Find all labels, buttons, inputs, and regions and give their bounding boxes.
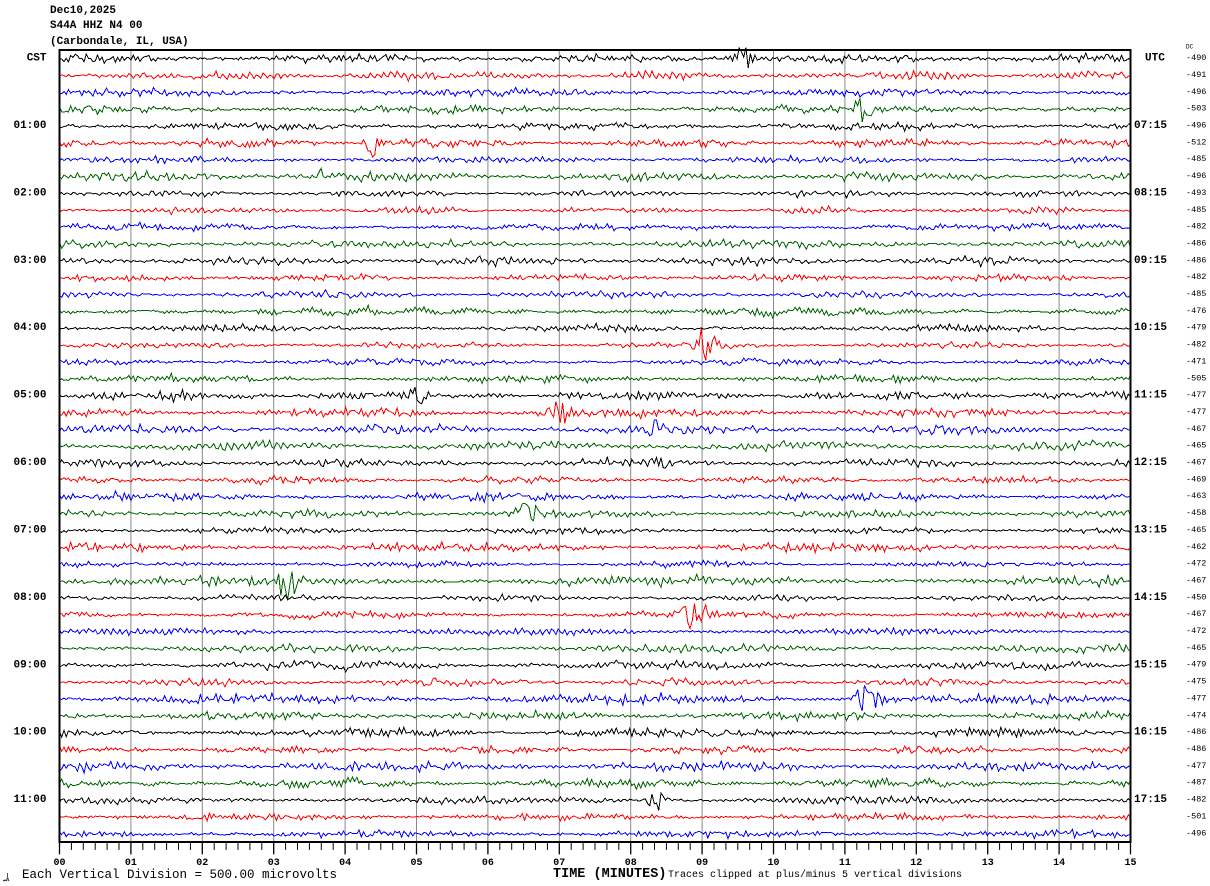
svg-text:07:00: 07:00 [13, 524, 46, 536]
svg-text:-479: -479 [1186, 323, 1206, 333]
svg-text:-482: -482 [1186, 340, 1206, 350]
svg-text:-496: -496 [1186, 87, 1206, 97]
svg-text:-467: -467 [1186, 576, 1206, 586]
svg-text:-477: -477 [1186, 407, 1206, 417]
svg-text:-463: -463 [1186, 491, 1206, 501]
svg-text:16:15: 16:15 [1134, 727, 1167, 739]
svg-text:07:15: 07:15 [1134, 120, 1167, 132]
svg-text:-486: -486 [1186, 255, 1206, 265]
svg-text:-475: -475 [1186, 677, 1206, 687]
svg-text:-505: -505 [1186, 373, 1206, 383]
svg-text:09:00: 09:00 [13, 659, 46, 671]
svg-text:09: 09 [696, 858, 708, 869]
svg-text:DC: DC [1186, 44, 1194, 51]
svg-text:-482: -482 [1186, 272, 1206, 282]
svg-text:-487: -487 [1186, 778, 1206, 788]
svg-text:-493: -493 [1186, 188, 1206, 198]
svg-text:15: 15 [1124, 858, 1136, 869]
svg-text:04:00: 04:00 [13, 322, 46, 334]
svg-text:-477: -477 [1186, 390, 1206, 400]
svg-text:-485: -485 [1186, 289, 1206, 299]
svg-text:-491: -491 [1186, 70, 1206, 80]
svg-text:UTC: UTC [1145, 53, 1165, 65]
svg-text:-458: -458 [1186, 508, 1206, 518]
svg-text:08:00: 08:00 [13, 592, 46, 604]
svg-text:-469: -469 [1186, 474, 1206, 484]
svg-text:02:00: 02:00 [13, 187, 46, 199]
svg-text:-471: -471 [1186, 356, 1206, 366]
svg-text:-465: -465 [1186, 643, 1206, 653]
svg-text:-477: -477 [1186, 694, 1206, 704]
svg-text:-485: -485 [1186, 205, 1206, 215]
svg-text:10: 10 [767, 858, 779, 869]
svg-text:10:15: 10:15 [1134, 322, 1167, 334]
svg-text:-486: -486 [1186, 744, 1206, 754]
svg-text:17:15: 17:15 [1134, 794, 1167, 806]
svg-text:04: 04 [339, 858, 351, 869]
svg-text:12: 12 [910, 858, 922, 869]
svg-text:03:00: 03:00 [13, 255, 46, 267]
svg-text:-462: -462 [1186, 542, 1206, 552]
svg-text:11: 11 [839, 858, 851, 869]
svg-text:11:15: 11:15 [1134, 390, 1167, 402]
svg-text:-485: -485 [1186, 154, 1206, 164]
svg-text:05:00: 05:00 [13, 390, 46, 402]
svg-text:-486: -486 [1186, 727, 1206, 737]
svg-text:08:15: 08:15 [1134, 187, 1167, 199]
svg-text:-472: -472 [1186, 559, 1206, 569]
svg-text:06: 06 [482, 858, 494, 869]
svg-text:-512: -512 [1186, 137, 1206, 147]
svg-text:12:15: 12:15 [1134, 457, 1167, 469]
svg-text:-467: -467 [1186, 609, 1206, 619]
svg-text:-486: -486 [1186, 239, 1206, 249]
svg-text:10:00: 10:00 [13, 727, 46, 739]
svg-text:-496: -496 [1186, 121, 1206, 131]
svg-text:-490: -490 [1186, 53, 1206, 63]
svg-text:15:15: 15:15 [1134, 659, 1167, 671]
svg-text:06:00: 06:00 [13, 457, 46, 469]
svg-text:01:00: 01:00 [13, 120, 46, 132]
svg-text:-501: -501 [1186, 811, 1206, 821]
svg-text:-467: -467 [1186, 424, 1206, 434]
svg-text:11:00: 11:00 [13, 794, 46, 806]
svg-text:CST: CST [27, 53, 47, 65]
svg-text:-467: -467 [1186, 458, 1206, 468]
svg-text:05: 05 [410, 858, 422, 869]
svg-text:13:15: 13:15 [1134, 524, 1167, 536]
svg-text:13: 13 [982, 858, 994, 869]
svg-text:14: 14 [1053, 858, 1065, 869]
svg-text:-450: -450 [1186, 592, 1206, 602]
svg-text:14:15: 14:15 [1134, 592, 1167, 604]
svg-text:-472: -472 [1186, 626, 1206, 636]
svg-text:-503: -503 [1186, 104, 1206, 114]
svg-text:-465: -465 [1186, 525, 1206, 535]
svg-text:-474: -474 [1186, 710, 1206, 720]
svg-text:-482: -482 [1186, 795, 1206, 805]
svg-text:-496: -496 [1186, 828, 1206, 838]
svg-text:-482: -482 [1186, 222, 1206, 232]
svg-text:-479: -479 [1186, 660, 1206, 670]
svg-text:-477: -477 [1186, 761, 1206, 771]
svg-text:-465: -465 [1186, 441, 1206, 451]
svg-text:-496: -496 [1186, 171, 1206, 181]
svg-text:09:15: 09:15 [1134, 255, 1167, 267]
svg-text:-476: -476 [1186, 306, 1206, 316]
